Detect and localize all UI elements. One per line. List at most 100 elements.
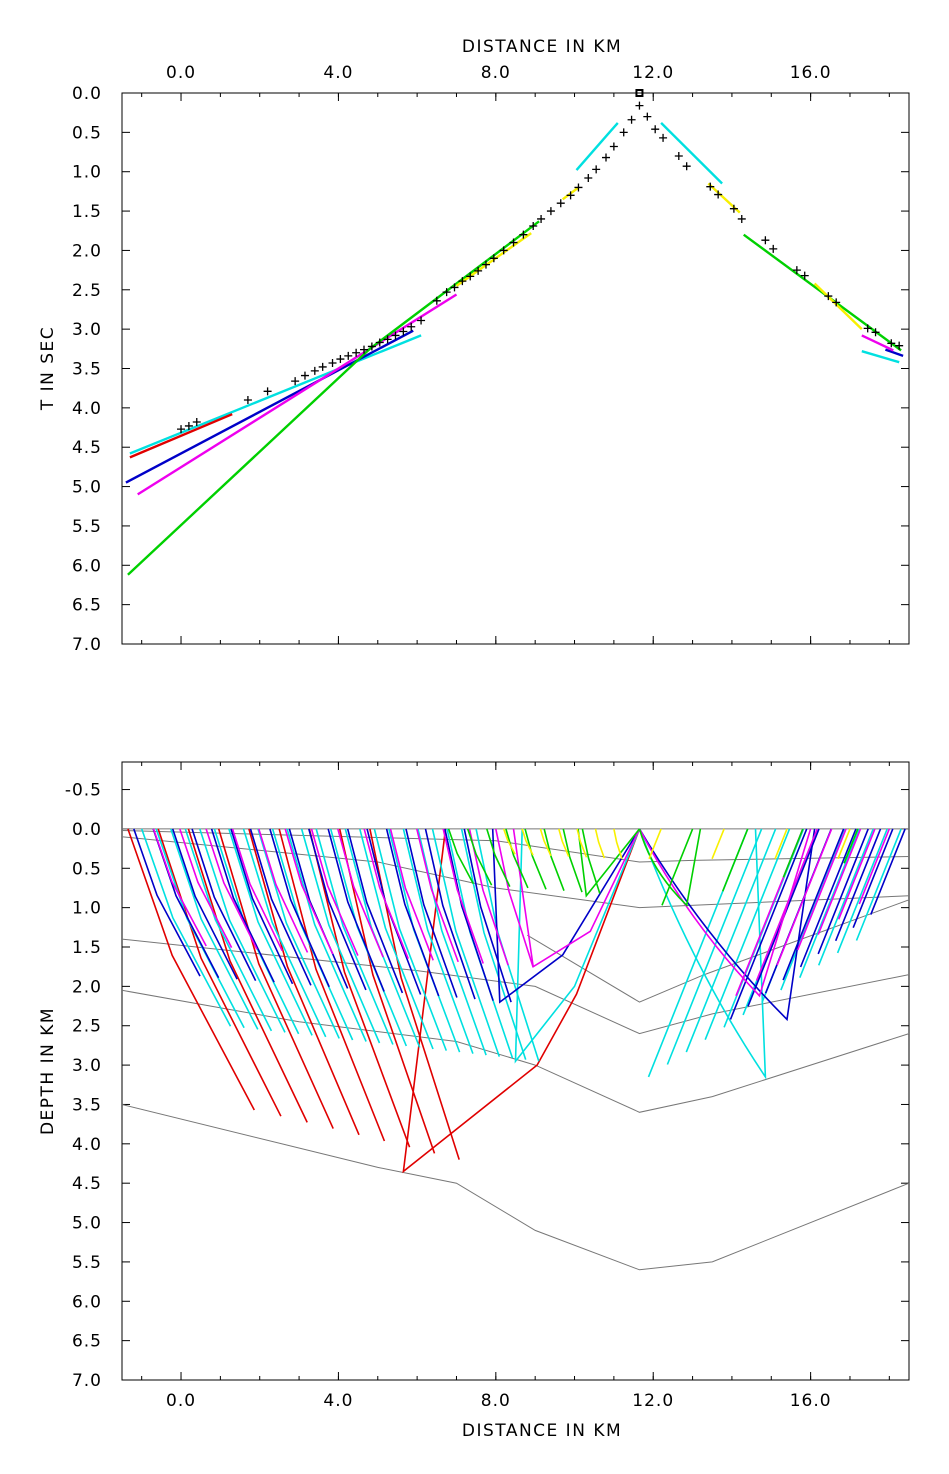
travel-time-pick-60 bbox=[863, 324, 872, 333]
ray-1-left-19 bbox=[417, 828, 487, 1056]
travel-time-pick-45 bbox=[643, 112, 652, 121]
ray-1-right-11 bbox=[855, 828, 902, 941]
ray-2-left-14 bbox=[405, 828, 458, 998]
ray-2-left-9 bbox=[308, 828, 367, 991]
ray-2-left-3 bbox=[191, 828, 257, 982]
travel-time-x-tick-label-3: 12.0 bbox=[632, 63, 674, 83]
travel-time-pick-24 bbox=[458, 277, 467, 286]
ray-diagram-y-tick-label-11: 5.0 bbox=[72, 1214, 102, 1234]
ray-diagram-y-tick-label-0: -0.5 bbox=[65, 781, 102, 801]
travel-time-pick-11 bbox=[344, 351, 353, 360]
travel-time-picks bbox=[177, 89, 904, 434]
ray-diagram-interfaces bbox=[121, 828, 910, 1271]
ray-diagram-interface-5 bbox=[121, 1104, 910, 1271]
ray-0-left-2 bbox=[187, 828, 308, 1123]
ray-2-left-11 bbox=[346, 828, 404, 994]
ray-5-left-0 bbox=[502, 828, 516, 855]
ray-diagram-y-tick-label-12: 5.5 bbox=[72, 1253, 102, 1273]
ray-2-left-13 bbox=[385, 828, 440, 997]
travel-time-pick-31 bbox=[519, 230, 528, 239]
travel-time-pick-29 bbox=[499, 246, 508, 255]
travel-time-curve-0-2 bbox=[660, 122, 723, 185]
travel-time-source-marker bbox=[635, 89, 644, 97]
ray-2-apex-right bbox=[638, 828, 816, 1022]
ray-3-apex-right bbox=[638, 828, 812, 998]
ray-diagram-y-tick-label-13: 6.0 bbox=[72, 1292, 102, 1312]
ray-2-left-10 bbox=[327, 828, 385, 992]
travel-time-y-tick-label-12: 6.0 bbox=[72, 556, 102, 576]
ray-4-left-4 bbox=[524, 828, 547, 890]
ray-1-left-10 bbox=[286, 828, 367, 1042]
ray-4-apex-left bbox=[577, 828, 641, 898]
ray-3-left-6 bbox=[310, 828, 359, 956]
ray-1-left-4 bbox=[199, 828, 286, 1033]
travel-time-y-tick-label-2: 1.0 bbox=[72, 163, 102, 183]
travel-time-pick-61 bbox=[871, 328, 880, 337]
travel-time-pick-43 bbox=[627, 115, 636, 124]
ray-1-left-7 bbox=[242, 828, 327, 1038]
travel-time-pick-25 bbox=[466, 272, 475, 281]
ray-0-apex-left bbox=[402, 828, 641, 1174]
ray-2-right-4 bbox=[799, 828, 857, 968]
ray-1-right-1 bbox=[666, 828, 763, 1065]
ray-4-left-0 bbox=[447, 828, 475, 885]
ray-2-left-5 bbox=[230, 828, 294, 985]
ray-2-right-5 bbox=[817, 828, 869, 955]
ray-0-left-0 bbox=[127, 828, 256, 1111]
travel-time-pick-21 bbox=[432, 296, 441, 305]
travel-time-y-tick-label-6: 3.0 bbox=[72, 320, 102, 340]
ray-4-right-2 bbox=[782, 828, 804, 878]
travel-time-pick-52 bbox=[729, 204, 738, 213]
ray-2-left-0 bbox=[133, 828, 201, 977]
travel-time-pick-10 bbox=[336, 355, 345, 364]
ray-3-right-5 bbox=[837, 828, 876, 920]
travel-time-pick-51 bbox=[714, 190, 723, 199]
travel-time-y-tick-label-11: 5.5 bbox=[72, 517, 102, 537]
ray-3-left-0 bbox=[152, 828, 207, 947]
ray-3-left-7 bbox=[337, 828, 384, 958]
travel-time-x-tick-label-4: 16.0 bbox=[790, 63, 832, 83]
travel-time-pick-12 bbox=[352, 348, 361, 357]
ray-1-left-15 bbox=[359, 828, 434, 1050]
ray-diagram-panel: DISTANCE IN KM DEPTH IN KM 0.0 4.0 8.0 12.0… bbox=[38, 761, 910, 1441]
travel-time-x-tick-label-2: 8.0 bbox=[481, 63, 511, 83]
ray-2-right-8 bbox=[870, 828, 906, 915]
ray-diagram-interface-4 bbox=[121, 989, 910, 1113]
travel-time-pick-14 bbox=[367, 342, 376, 351]
travel-time-plot-frame bbox=[121, 92, 910, 645]
ray-5-right-1 bbox=[711, 828, 725, 860]
ray-diagram-y-tick-label-3: 1.0 bbox=[72, 899, 102, 919]
ray-5-left-2 bbox=[539, 828, 552, 857]
ray-diagram-interface-3 bbox=[121, 938, 910, 1035]
ray-1-right-3 bbox=[704, 828, 791, 1040]
ray-4-left-1 bbox=[466, 828, 493, 886]
ray-3-apex-left bbox=[512, 828, 641, 969]
travel-time-pick-20 bbox=[417, 316, 426, 325]
travel-time-pick-40 bbox=[602, 153, 611, 162]
ray-4-left-5 bbox=[543, 828, 565, 891]
ray-0-left-1 bbox=[157, 828, 282, 1117]
travel-time-pick-56 bbox=[792, 266, 801, 275]
travel-time-curve-3-0 bbox=[137, 293, 458, 496]
ray-3-right-3 bbox=[796, 828, 847, 951]
ray-3-right-4 bbox=[817, 828, 862, 935]
travel-time-pick-46 bbox=[651, 125, 660, 134]
ray-1-left-12 bbox=[315, 828, 394, 1045]
ray-diagram-x-axis-title: DISTANCE IN KM bbox=[462, 1421, 622, 1441]
ray-diagram-rays bbox=[127, 828, 906, 1174]
ray-3-left-3 bbox=[231, 828, 283, 952]
ray-0-left-6 bbox=[308, 828, 411, 1148]
ray-diagram-y-tick-label-4: 1.5 bbox=[72, 938, 102, 958]
ray-1-left-16 bbox=[373, 828, 448, 1051]
travel-time-y-tick-label-1: 0.5 bbox=[72, 123, 102, 143]
ray-2-right-7 bbox=[852, 828, 894, 928]
travel-time-pick-4 bbox=[263, 387, 272, 396]
ray-2-left-17 bbox=[463, 828, 512, 1003]
ray-1-left-3 bbox=[184, 828, 273, 1032]
ray-1-left-20 bbox=[431, 828, 501, 1057]
ray-diagram-x-tick-label-3: 12.0 bbox=[632, 1391, 674, 1411]
travel-time-curve-5-2 bbox=[707, 182, 741, 214]
ray-3-right-6 bbox=[858, 828, 891, 905]
travel-time-pick-32 bbox=[529, 222, 538, 231]
